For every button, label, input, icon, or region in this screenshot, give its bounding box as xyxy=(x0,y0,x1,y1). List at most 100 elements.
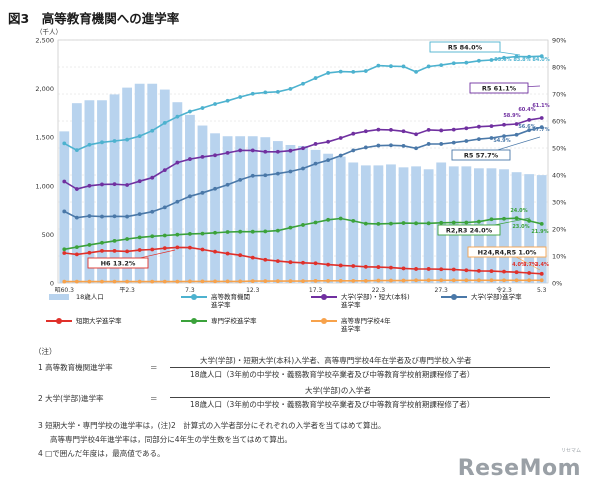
callout-box xyxy=(87,257,149,269)
series-point xyxy=(200,106,205,110)
callout-box xyxy=(437,224,501,236)
series-point xyxy=(489,269,494,274)
series-point xyxy=(401,266,406,271)
series-point xyxy=(288,148,293,153)
population-bar xyxy=(172,102,183,283)
series-point xyxy=(100,240,104,245)
series-point xyxy=(250,148,255,153)
series-point xyxy=(112,248,117,253)
series-point xyxy=(275,89,280,94)
series-point xyxy=(351,219,356,223)
series-point xyxy=(87,183,92,188)
population-bar xyxy=(260,137,271,283)
series-point xyxy=(100,279,104,284)
series-point xyxy=(263,229,268,234)
series-point xyxy=(351,69,356,74)
legend-item-univ-jc: 大学(学部)・短大(本科) 進学率 xyxy=(311,293,410,309)
legend-line-swatch xyxy=(181,317,207,325)
series-point xyxy=(250,229,255,234)
population-bar xyxy=(511,172,522,283)
series-point xyxy=(464,126,469,131)
series-point xyxy=(389,143,393,148)
series-point xyxy=(464,278,469,283)
callout-text: H6 13.2% xyxy=(101,260,136,268)
legend-line-swatch xyxy=(441,293,467,301)
series-point xyxy=(464,60,469,65)
data-label: 3.4% xyxy=(535,262,549,268)
series-point xyxy=(74,279,79,284)
series-point xyxy=(527,54,532,59)
series-point xyxy=(426,221,431,226)
series-point xyxy=(175,199,180,204)
series-point xyxy=(74,252,79,257)
right-tick-label: 90% xyxy=(552,37,566,45)
series-point xyxy=(225,230,230,234)
series-point xyxy=(489,136,494,140)
series-point xyxy=(125,214,130,219)
series-point xyxy=(100,182,104,187)
legend-item-univ: 大学(学部)進学率 xyxy=(441,293,522,301)
series-point xyxy=(439,267,444,272)
series-point xyxy=(338,136,343,140)
legend-label: 18歳人口 xyxy=(76,293,104,301)
right-tick-label: 80% xyxy=(552,64,566,72)
series-point xyxy=(175,114,180,119)
series-point xyxy=(275,149,280,154)
series-point xyxy=(200,155,205,159)
series-point xyxy=(225,98,230,103)
series-point xyxy=(162,205,167,210)
series-point xyxy=(451,278,456,283)
note-2-denominator: 18歳人口（3年前の中学校・義務教育学校卒業者及び中等教育学校前期課程修了者） xyxy=(190,400,475,409)
note-4: 4 □で囲んだ年度は，最高値である。 xyxy=(38,449,165,458)
series-point xyxy=(137,235,142,240)
series-point xyxy=(376,278,381,283)
series-point xyxy=(527,128,532,133)
series-point xyxy=(100,214,104,219)
series-point xyxy=(376,63,381,68)
note-3: 3 短期大学・専門学校の進学率は，(注)2 計算式の入学者部分にそれぞれの入学者… xyxy=(38,421,386,430)
series-point xyxy=(527,271,532,275)
series-point xyxy=(213,186,217,191)
series-point xyxy=(301,260,305,265)
population-bar xyxy=(222,136,233,283)
right-tick-label: 0% xyxy=(552,280,562,288)
series-point xyxy=(200,279,205,284)
series-point xyxy=(502,269,506,274)
series-point xyxy=(502,278,506,283)
series-point xyxy=(376,143,381,148)
legend-label: 高等教育機関 進学率 xyxy=(211,293,250,309)
population-bar xyxy=(310,149,321,283)
series-point xyxy=(137,134,142,139)
callout-text: H24,R4,R5 1.0% xyxy=(478,249,537,257)
series-point xyxy=(188,109,192,114)
series-point xyxy=(112,238,117,243)
series-point xyxy=(539,221,544,226)
series-point xyxy=(514,278,519,283)
legend-line-swatch xyxy=(311,293,337,301)
series-point xyxy=(301,146,305,151)
series-point xyxy=(363,129,368,134)
series-point xyxy=(338,263,343,268)
series-point xyxy=(263,173,268,178)
series-point xyxy=(414,221,418,226)
callout-text: R5 84.0% xyxy=(448,44,483,52)
series-point xyxy=(150,279,155,284)
series-point xyxy=(137,179,142,184)
series-point xyxy=(451,220,456,225)
series-point xyxy=(326,139,331,144)
series-point xyxy=(426,142,431,146)
series-point xyxy=(439,278,444,283)
series-point xyxy=(288,225,293,230)
data-label: 3.7% xyxy=(523,262,537,268)
note-1-equals: ＝ xyxy=(150,363,158,372)
series-point xyxy=(313,220,318,225)
series-point xyxy=(125,279,130,284)
population-bar xyxy=(159,89,170,284)
series-point xyxy=(401,129,406,134)
series-point xyxy=(275,279,280,284)
series-point xyxy=(238,279,243,284)
series-point xyxy=(514,54,519,59)
series-point xyxy=(376,221,381,226)
series-point xyxy=(313,142,318,146)
series-point xyxy=(313,161,318,166)
